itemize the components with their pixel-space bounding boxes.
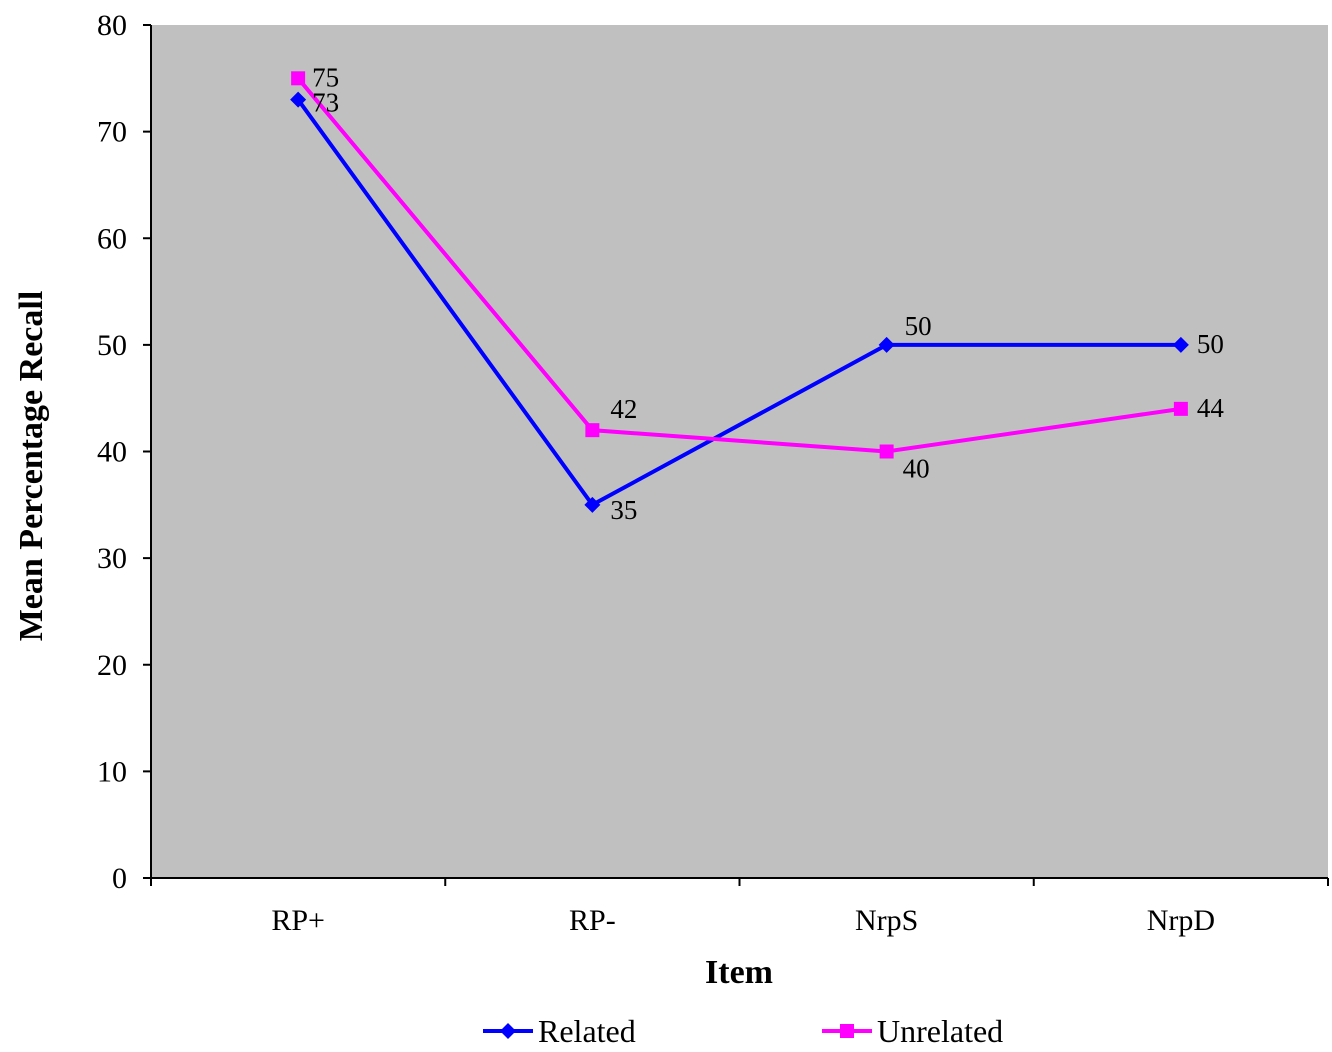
data-label-related: 50	[905, 311, 932, 341]
x-tick-label: RP-	[569, 904, 616, 937]
legend-label: Unrelated	[877, 1013, 1003, 1049]
y-tick-label: 30	[97, 542, 127, 575]
data-point-related	[584, 496, 601, 513]
x-tick-label: RP+	[271, 904, 325, 937]
data-point-unrelated	[1173, 401, 1188, 416]
series-line-related	[296, 98, 1181, 508]
data-point-related	[878, 336, 895, 353]
y-tick-label: 50	[97, 329, 127, 362]
x-axis-title: Item	[705, 954, 773, 991]
data-label-unrelated: 75	[312, 62, 339, 92]
legend-label: Related	[538, 1013, 636, 1049]
data-point-related	[290, 91, 307, 108]
data-label-unrelated: 42	[610, 394, 637, 424]
data-point-unrelated	[585, 423, 600, 438]
y-tick-label: 10	[97, 755, 127, 788]
x-tick-label: NrpD	[1147, 904, 1215, 937]
y-axis: 0 10 20 30 40 50 60 70 80	[97, 9, 152, 895]
series-line-unrelated	[296, 77, 1182, 454]
data-label-unrelated: 40	[903, 454, 930, 484]
data-label-related: 35	[610, 495, 637, 525]
y-tick-label: 0	[112, 862, 127, 895]
data-point-unrelated	[879, 444, 894, 459]
y-tick-label: 20	[97, 649, 127, 682]
y-tick-label: 40	[97, 436, 127, 469]
data-label-unrelated: 44	[1197, 393, 1225, 423]
y-tick-label: 80	[97, 9, 127, 42]
x-tick-label: NrpS	[855, 904, 918, 937]
y-axis-title: Mean Percentage Recall	[13, 291, 50, 642]
y-tick-label: 60	[97, 222, 127, 255]
data-point-related	[1172, 336, 1189, 353]
legend-marker	[840, 1024, 854, 1038]
legend-marker	[500, 1023, 516, 1039]
data-label-layer: 73 35 50 50 75 42 40 44	[312, 62, 1224, 525]
y-tick-label: 70	[97, 116, 127, 149]
data-label-related: 50	[1197, 329, 1224, 359]
plot-area	[151, 25, 1328, 878]
data-label-related: 73	[312, 88, 339, 118]
x-axis: RP+ RP- NrpS NrpD	[150, 877, 1329, 937]
data-point-unrelated	[291, 71, 306, 86]
legend: Related Unrelated	[483, 1013, 1003, 1049]
series-layer	[290, 71, 1189, 513]
